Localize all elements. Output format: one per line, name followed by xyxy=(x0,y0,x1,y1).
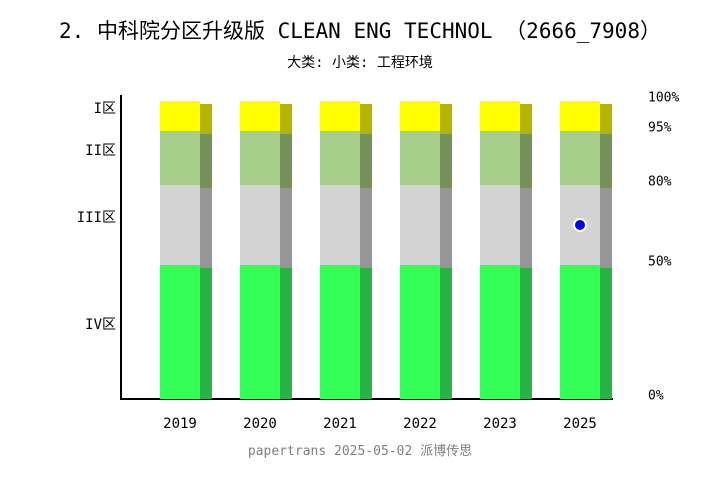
bar-shadow-III区 xyxy=(280,188,292,268)
y-axis-spine xyxy=(120,95,122,400)
bar-segment-IV区 xyxy=(400,265,440,399)
bar-segment-III区 xyxy=(240,185,280,265)
zone-label-III区: III区 xyxy=(76,210,116,226)
bar-shadow-II区 xyxy=(280,134,292,188)
bar-shadow-IV区 xyxy=(520,268,532,399)
bar-shadow-II区 xyxy=(520,134,532,188)
bar-shadow-I区 xyxy=(360,104,372,134)
bar-segment-I区 xyxy=(320,101,360,131)
bar-segment-IV区 xyxy=(240,265,280,399)
right-tick-label-0%: 0% xyxy=(648,388,664,404)
bar-shadow-II区 xyxy=(360,134,372,188)
bar-shadow-I区 xyxy=(440,104,452,134)
bar-segment-IV区 xyxy=(160,265,200,399)
bar-shadow-I区 xyxy=(520,104,532,134)
bar-shadow-I区 xyxy=(200,104,212,134)
bar-shadow-I区 xyxy=(600,104,612,134)
bar-segment-II区 xyxy=(400,131,440,185)
zone-label-IV区: IV区 xyxy=(85,317,116,333)
bar-segment-II区 xyxy=(560,131,600,185)
bar-segment-II区 xyxy=(480,131,520,185)
bar-segment-IV区 xyxy=(320,265,360,399)
chart-title: 2. 中科院分区升级版 CLEAN ENG TECHNOL （2666_7908… xyxy=(59,19,661,43)
bar-segment-I区 xyxy=(480,101,520,131)
x-tick-label-2022: 2022 xyxy=(403,416,437,432)
bar-shadow-IV区 xyxy=(440,268,452,399)
x-tick-label-2021: 2021 xyxy=(323,416,357,432)
right-tick-label-95%: 95% xyxy=(648,120,672,136)
x-tick-label-2020: 2020 xyxy=(243,416,277,432)
zone-label-II区: II区 xyxy=(85,143,116,159)
bar-segment-I区 xyxy=(160,101,200,131)
bar-segment-I区 xyxy=(400,101,440,131)
bar-shadow-II区 xyxy=(600,134,612,188)
right-tick-label-100%: 100% xyxy=(648,90,680,106)
bar-segment-III区 xyxy=(480,185,520,265)
bar-shadow-III区 xyxy=(360,188,372,268)
bar-shadow-III区 xyxy=(600,188,612,268)
bar-segment-II区 xyxy=(160,131,200,185)
bar-segment-I区 xyxy=(560,101,600,131)
bar-segment-I区 xyxy=(240,101,280,131)
x-tick-label-2023: 2023 xyxy=(483,416,517,432)
bar-shadow-II区 xyxy=(200,134,212,188)
bar-shadow-III区 xyxy=(520,188,532,268)
bar-segment-IV区 xyxy=(560,265,600,399)
bar-shadow-IV区 xyxy=(200,268,212,399)
bar-segment-III区 xyxy=(400,185,440,265)
bar-shadow-IV区 xyxy=(600,268,612,399)
bar-segment-IV区 xyxy=(480,265,520,399)
bar-shadow-II区 xyxy=(440,134,452,188)
x-axis-spine xyxy=(120,398,613,400)
bar-shadow-I区 xyxy=(280,104,292,134)
zone-label-I区: I区 xyxy=(93,101,116,117)
chart-subtitle: 大类: 小类: 工程环境 xyxy=(287,55,433,71)
bar-segment-II区 xyxy=(240,131,280,185)
bar-segment-III区 xyxy=(160,185,200,265)
x-tick-label-2019: 2019 xyxy=(163,416,197,432)
bar-segment-III区 xyxy=(320,185,360,265)
bar-shadow-III区 xyxy=(200,188,212,268)
data-point-marker xyxy=(573,218,587,232)
bar-shadow-IV区 xyxy=(280,268,292,399)
x-tick-label-2025: 2025 xyxy=(563,416,597,432)
chart-footer: papertrans 2025-05-02 派博传思 xyxy=(247,444,473,459)
bar-shadow-III区 xyxy=(440,188,452,268)
right-tick-label-50%: 50% xyxy=(648,254,672,270)
bar-shadow-IV区 xyxy=(360,268,372,399)
bar-segment-II区 xyxy=(320,131,360,185)
right-tick-label-80%: 80% xyxy=(648,174,672,190)
